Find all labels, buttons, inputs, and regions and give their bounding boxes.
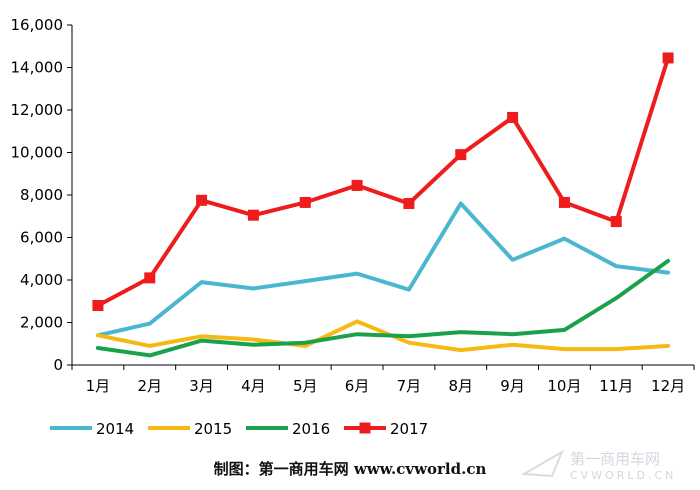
- series-2014: [95, 201, 671, 338]
- legend-item-2016: 2016: [246, 420, 330, 438]
- data-point-2017: [351, 179, 363, 191]
- data-point-2017: [610, 216, 622, 228]
- legend-label: 2014: [96, 420, 134, 438]
- series-2016: [95, 258, 671, 358]
- x-tick-label: 9月: [500, 377, 525, 395]
- data-point-2017: [507, 111, 519, 123]
- y-tick-label: 8,000: [20, 186, 63, 204]
- series-2017: [92, 52, 674, 311]
- x-tick-label: 3月: [189, 377, 214, 395]
- series-lines: [92, 52, 674, 358]
- legend-item-2017: 2017: [344, 420, 428, 438]
- legend-item-2015: 2015: [148, 420, 232, 438]
- watermark-text-en: CVWORLD.CN: [570, 469, 676, 482]
- chart-legend: 2014 2015 2016 2017: [50, 420, 428, 438]
- y-tick-label: 10,000: [11, 144, 64, 162]
- data-point-2017: [144, 272, 156, 284]
- data-point-2017: [299, 196, 311, 208]
- x-tick-label: 6月: [345, 377, 370, 395]
- x-tick-label: 5月: [293, 377, 318, 395]
- legend-label: 2017: [390, 420, 428, 438]
- x-tick-label: 1月: [86, 377, 111, 395]
- y-tick-label: 0: [53, 356, 63, 374]
- series-line-2016: [95, 258, 671, 358]
- legend-label: 2015: [194, 420, 232, 438]
- legend-label: 2016: [292, 420, 330, 438]
- x-tick-label: 10月: [547, 377, 581, 395]
- x-tick-label: 8月: [448, 377, 473, 395]
- x-tick-label: 11月: [599, 377, 633, 395]
- watermark-text-cn: 第一商用车网: [570, 450, 660, 468]
- data-point-2017: [662, 52, 674, 64]
- legend-item-2014: 2014: [50, 420, 134, 438]
- series-line-2015: [95, 319, 671, 353]
- series-line-2017: [95, 55, 671, 308]
- series-2015: [95, 319, 671, 353]
- x-tick-label: 2月: [137, 377, 162, 395]
- y-tick-label: 4,000: [20, 271, 63, 289]
- y-tick-label: 16,000: [11, 16, 64, 34]
- x-tick-label: 4月: [241, 377, 266, 395]
- data-point-2017: [247, 209, 259, 221]
- data-point-2017: [455, 149, 467, 161]
- chart-credit: 制图：第一商用车网 www.cvworld.cn: [213, 460, 487, 478]
- y-tick-label: 6,000: [20, 229, 63, 247]
- watermark-logo: 第一商用车网 CVWORLD.CN: [522, 449, 676, 482]
- y-axis-tick-labels: 0 2,000 4,000 6,000 8,000 10,000 12,000 14,000 1…: [11, 16, 64, 374]
- y-tick-label: 14,000: [11, 59, 64, 77]
- data-point-2017: [92, 300, 104, 311]
- series-line-2014: [95, 201, 671, 338]
- watermark-swoosh: [522, 449, 565, 478]
- x-tick-label: 7月: [397, 377, 422, 395]
- chart-axes: [67, 24, 695, 370]
- data-point-2017: [403, 198, 415, 209]
- y-tick-label: 2,000: [20, 314, 63, 332]
- data-point-2017: [196, 194, 208, 206]
- x-axis-tick-labels: 1月 2月 3月 4月 5月 6月 7月 8月 9月 10月 11月 12月: [86, 377, 685, 395]
- data-point-2017: [558, 196, 570, 208]
- x-tick-label: 12月: [651, 377, 685, 395]
- y-tick-label: 12,000: [11, 101, 64, 119]
- legend-swatch-marker: [359, 422, 371, 434]
